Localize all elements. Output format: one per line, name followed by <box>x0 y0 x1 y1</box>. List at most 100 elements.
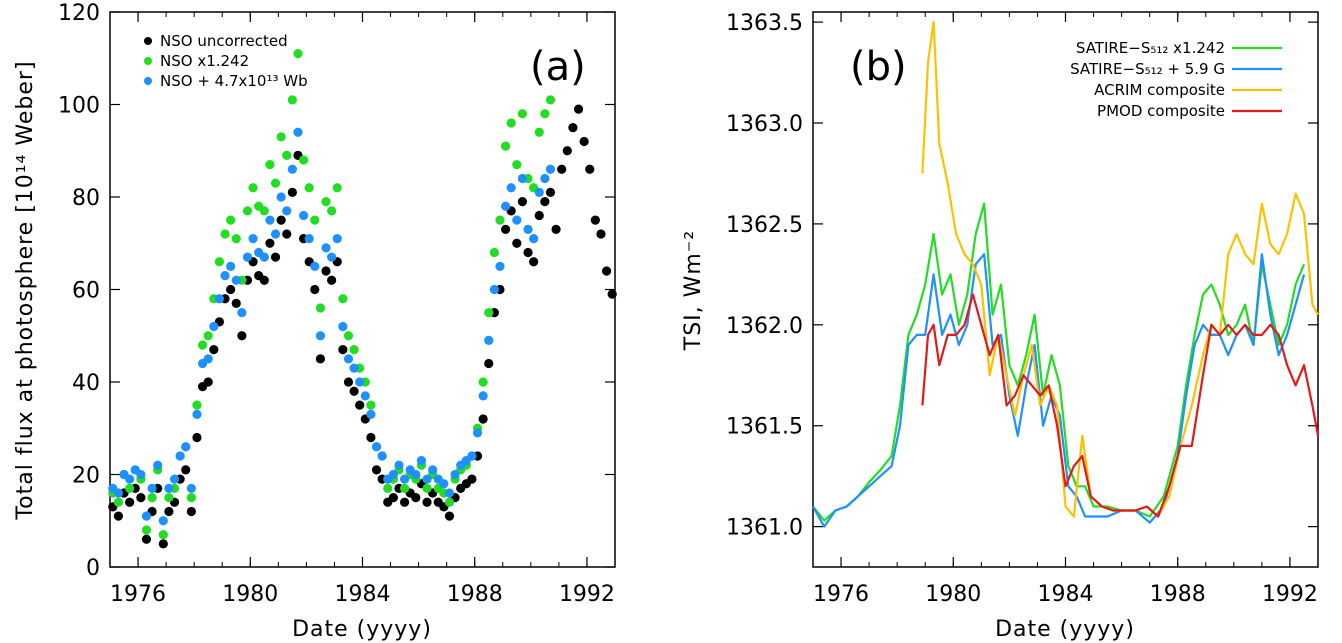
panel-a-xtick-label: 1992 <box>559 582 615 607</box>
panel-a-point <box>590 215 600 225</box>
panel-a-point <box>153 460 163 470</box>
panel-b-legend: SATIRE−S₅₁₂ x1.242 SATIRE−S₅₁₂ + 5.9 G ACR… <box>1070 39 1282 120</box>
panel-a-point <box>512 160 522 170</box>
panel-a-point <box>282 150 292 160</box>
panel-a-point <box>248 234 258 244</box>
panel-a: Total flux at photosphere [10¹⁴ Weber] D… <box>13 1 617 642</box>
panel-a-point <box>175 451 185 461</box>
panel-a-label: (a) <box>530 44 586 90</box>
panel-a-point <box>321 243 331 253</box>
panel-a-point <box>540 173 550 184</box>
panel-a-point <box>136 469 146 480</box>
panel-a-xlabel: Date (yyyy) <box>292 617 432 642</box>
panel-a-point <box>321 197 331 207</box>
panel-a-point <box>355 400 365 410</box>
panel-a-point <box>506 183 516 193</box>
panel-a-point <box>248 183 258 193</box>
panel-a-point <box>596 229 606 239</box>
panel-a-point <box>310 261 320 271</box>
panel-a-point <box>293 49 303 59</box>
panel-b-ytick-label: 1363.0 <box>726 112 803 137</box>
panel-a-point <box>226 284 236 295</box>
panel-a-point <box>158 516 168 526</box>
panel-a-point <box>164 483 174 493</box>
panel-a-point <box>192 432 202 443</box>
panel-a-point <box>113 511 124 521</box>
panel-a-point <box>388 469 398 480</box>
panel-a-point <box>287 187 297 197</box>
panel-a-point <box>349 345 359 355</box>
panel-a-point <box>534 187 544 197</box>
panel-a-point <box>158 539 168 549</box>
panel-a-point <box>231 275 241 285</box>
panel-a-point <box>601 266 612 276</box>
panel-a-point <box>338 345 348 355</box>
panel-a-point <box>500 224 511 234</box>
panel-a-ytick-label: 20 <box>72 464 100 489</box>
panel-a-point <box>327 206 337 216</box>
panel-a-point <box>377 451 387 461</box>
panel-a-point <box>265 160 275 170</box>
panel-a-point <box>557 164 567 174</box>
panel-b-axes: 1976 1980 1984 1988 1992 1361.0 1361.5 1362.0 13… <box>726 11 1319 607</box>
panel-b-ylabel: TSI, Wm⁻² <box>681 230 706 352</box>
panel-a-point <box>444 488 455 498</box>
panel-a-point <box>214 294 225 304</box>
panel-a-point <box>517 173 528 184</box>
panel-a-point <box>237 331 247 341</box>
panel-a-ytick-label: 80 <box>72 186 100 211</box>
panel-a-point <box>265 238 275 248</box>
panel-a-point <box>484 335 494 345</box>
panel-a-point <box>349 386 359 396</box>
panel-a-point <box>540 109 550 119</box>
panel-a-point <box>276 215 286 225</box>
panel-a-point <box>399 497 410 507</box>
panel-a-point <box>338 321 348 332</box>
panel-a-point <box>315 331 326 341</box>
panel-a-point <box>371 442 382 452</box>
panel-a-ytick-label: 40 <box>72 371 100 396</box>
panel-a-point <box>439 479 449 489</box>
panel-a-point <box>428 465 438 475</box>
panel-a-point <box>545 95 556 105</box>
panel-a-point <box>338 294 348 304</box>
panel-a-point <box>534 210 544 221</box>
panel-a-point <box>523 247 533 258</box>
panel-a-frame <box>109 11 616 568</box>
panel-b-marks <box>812 21 1320 528</box>
panel-a-point <box>242 252 253 262</box>
panel-a-point <box>332 183 342 193</box>
panel-a-point <box>282 229 292 239</box>
panel-a-point <box>573 104 584 114</box>
panel-a-point <box>226 261 236 271</box>
panel-a-point <box>287 164 297 174</box>
panel-a-point <box>209 345 219 355</box>
panel-a-point <box>147 493 157 503</box>
panel-a-xtick-label: 1980 <box>222 582 278 607</box>
panel-a-point <box>186 483 196 493</box>
panel-a-point <box>214 257 225 267</box>
panel-a-point <box>495 261 505 271</box>
panel-a-point <box>529 234 539 244</box>
panel-b-series-line-3 <box>921 293 1320 518</box>
panel-a-point <box>304 234 314 244</box>
panel-b-ytick-label: 1362.5 <box>726 213 803 238</box>
panel-a-point <box>545 187 556 197</box>
panel-a-point <box>203 331 213 341</box>
panel-a-point <box>517 109 528 119</box>
panel-a-ytick-label: 0 <box>86 556 100 581</box>
panel-a-point <box>192 400 202 410</box>
panel-a-xtick-label: 1984 <box>335 582 391 607</box>
panel-a-point <box>422 483 432 493</box>
panel-b-xtick-label: 1980 <box>925 582 981 607</box>
panel-a-point <box>534 127 544 137</box>
panel-a-point <box>371 465 382 475</box>
panel-a-point <box>186 506 196 517</box>
panel-a-point <box>315 354 326 364</box>
panel-a-point <box>523 224 533 234</box>
panel-b-label: (b) <box>850 44 907 90</box>
panel-a-point <box>472 428 483 438</box>
panel-a-point <box>399 483 410 493</box>
panel-a-point <box>383 483 393 493</box>
